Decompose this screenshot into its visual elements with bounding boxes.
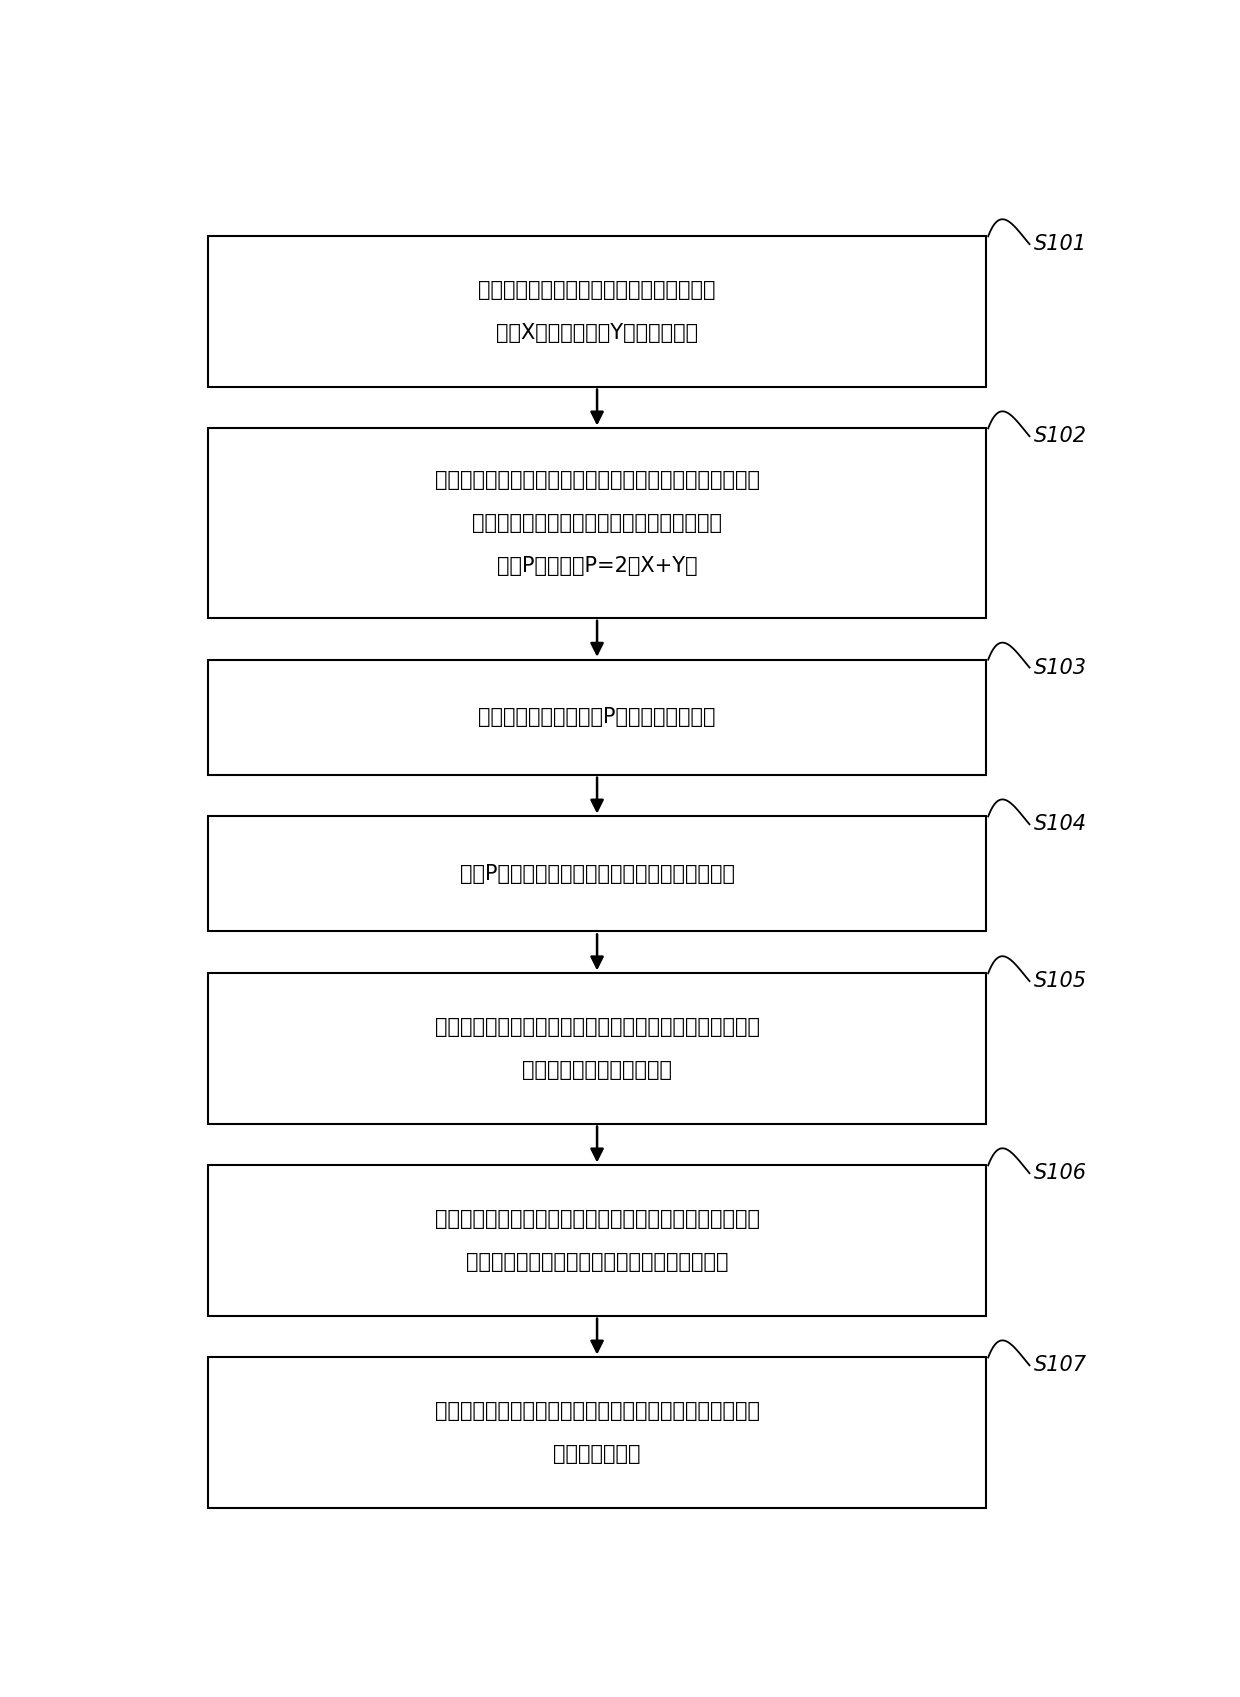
Text: 号分别进行测量: 号分别进行测量 xyxy=(553,1444,641,1465)
Bar xyxy=(208,236,986,387)
Text: 离散傅里叶变换，生成信号频谱；信号频谱中: 离散傅里叶变换，生成信号频谱；信号频谱中 xyxy=(472,512,722,533)
Bar xyxy=(208,1358,986,1507)
Text: S106: S106 xyxy=(1034,1162,1087,1183)
Text: 获取电力系统中待测量的电信号，电信号中: 获取电力系统中待测量的电信号，电信号中 xyxy=(479,280,715,300)
Text: 包括P个波峰，P=2（X+Y）: 包括P个波峰，P=2（X+Y） xyxy=(497,557,697,577)
Bar xyxy=(208,428,986,618)
Bar xyxy=(208,974,986,1123)
Text: 逼近处理后的信号频谱，得到训练后的目标函数: 逼近处理后的信号频谱，得到训练后的目标函数 xyxy=(466,1252,728,1273)
Bar xyxy=(208,1166,986,1315)
Text: S101: S101 xyxy=(1034,234,1087,255)
Text: S102: S102 xyxy=(1034,426,1087,446)
Bar xyxy=(208,816,986,932)
Text: S105: S105 xyxy=(1034,971,1087,991)
Text: 对待训练的目标函数进行迭代训练，使得待训练的目标函数: 对待训练的目标函数进行迭代训练，使得待训练的目标函数 xyxy=(434,1208,760,1229)
Text: 对待测量电信号进行采样、加高斯窗处理以后，再进行快速: 对待测量电信号进行采样、加高斯窗处理以后，再进行快速 xyxy=(434,470,760,490)
Text: 对信号频谱进行处理，得到处理后的信号频谱；处理包括抽: 对信号频谱进行处理，得到处理后的信号频谱；处理包括抽 xyxy=(434,1017,760,1037)
Bar xyxy=(208,660,986,774)
Text: S104: S104 xyxy=(1034,815,1087,835)
Text: S107: S107 xyxy=(1034,1356,1087,1375)
Text: S103: S103 xyxy=(1034,657,1087,677)
Text: 包括X个谐波信号和Y个间谐波信号: 包括X个谐波信号和Y个间谐波信号 xyxy=(496,322,698,343)
Text: 根据波峰的数量，构造P个高斯径向基函数: 根据波峰的数量，构造P个高斯径向基函数 xyxy=(479,708,715,728)
Text: 根据训练后的目标函数对应的参数，对谐波信号和间谐波信: 根据训练后的目标函数对应的参数，对谐波信号和间谐波信 xyxy=(434,1402,760,1420)
Text: 根据P个高斯径向基函数，得到待训练的目标函数: 根据P个高斯径向基函数，得到待训练的目标函数 xyxy=(460,864,734,884)
Text: 选、搬移和实部、虚部提取: 选、搬移和实部、虚部提取 xyxy=(522,1061,672,1079)
